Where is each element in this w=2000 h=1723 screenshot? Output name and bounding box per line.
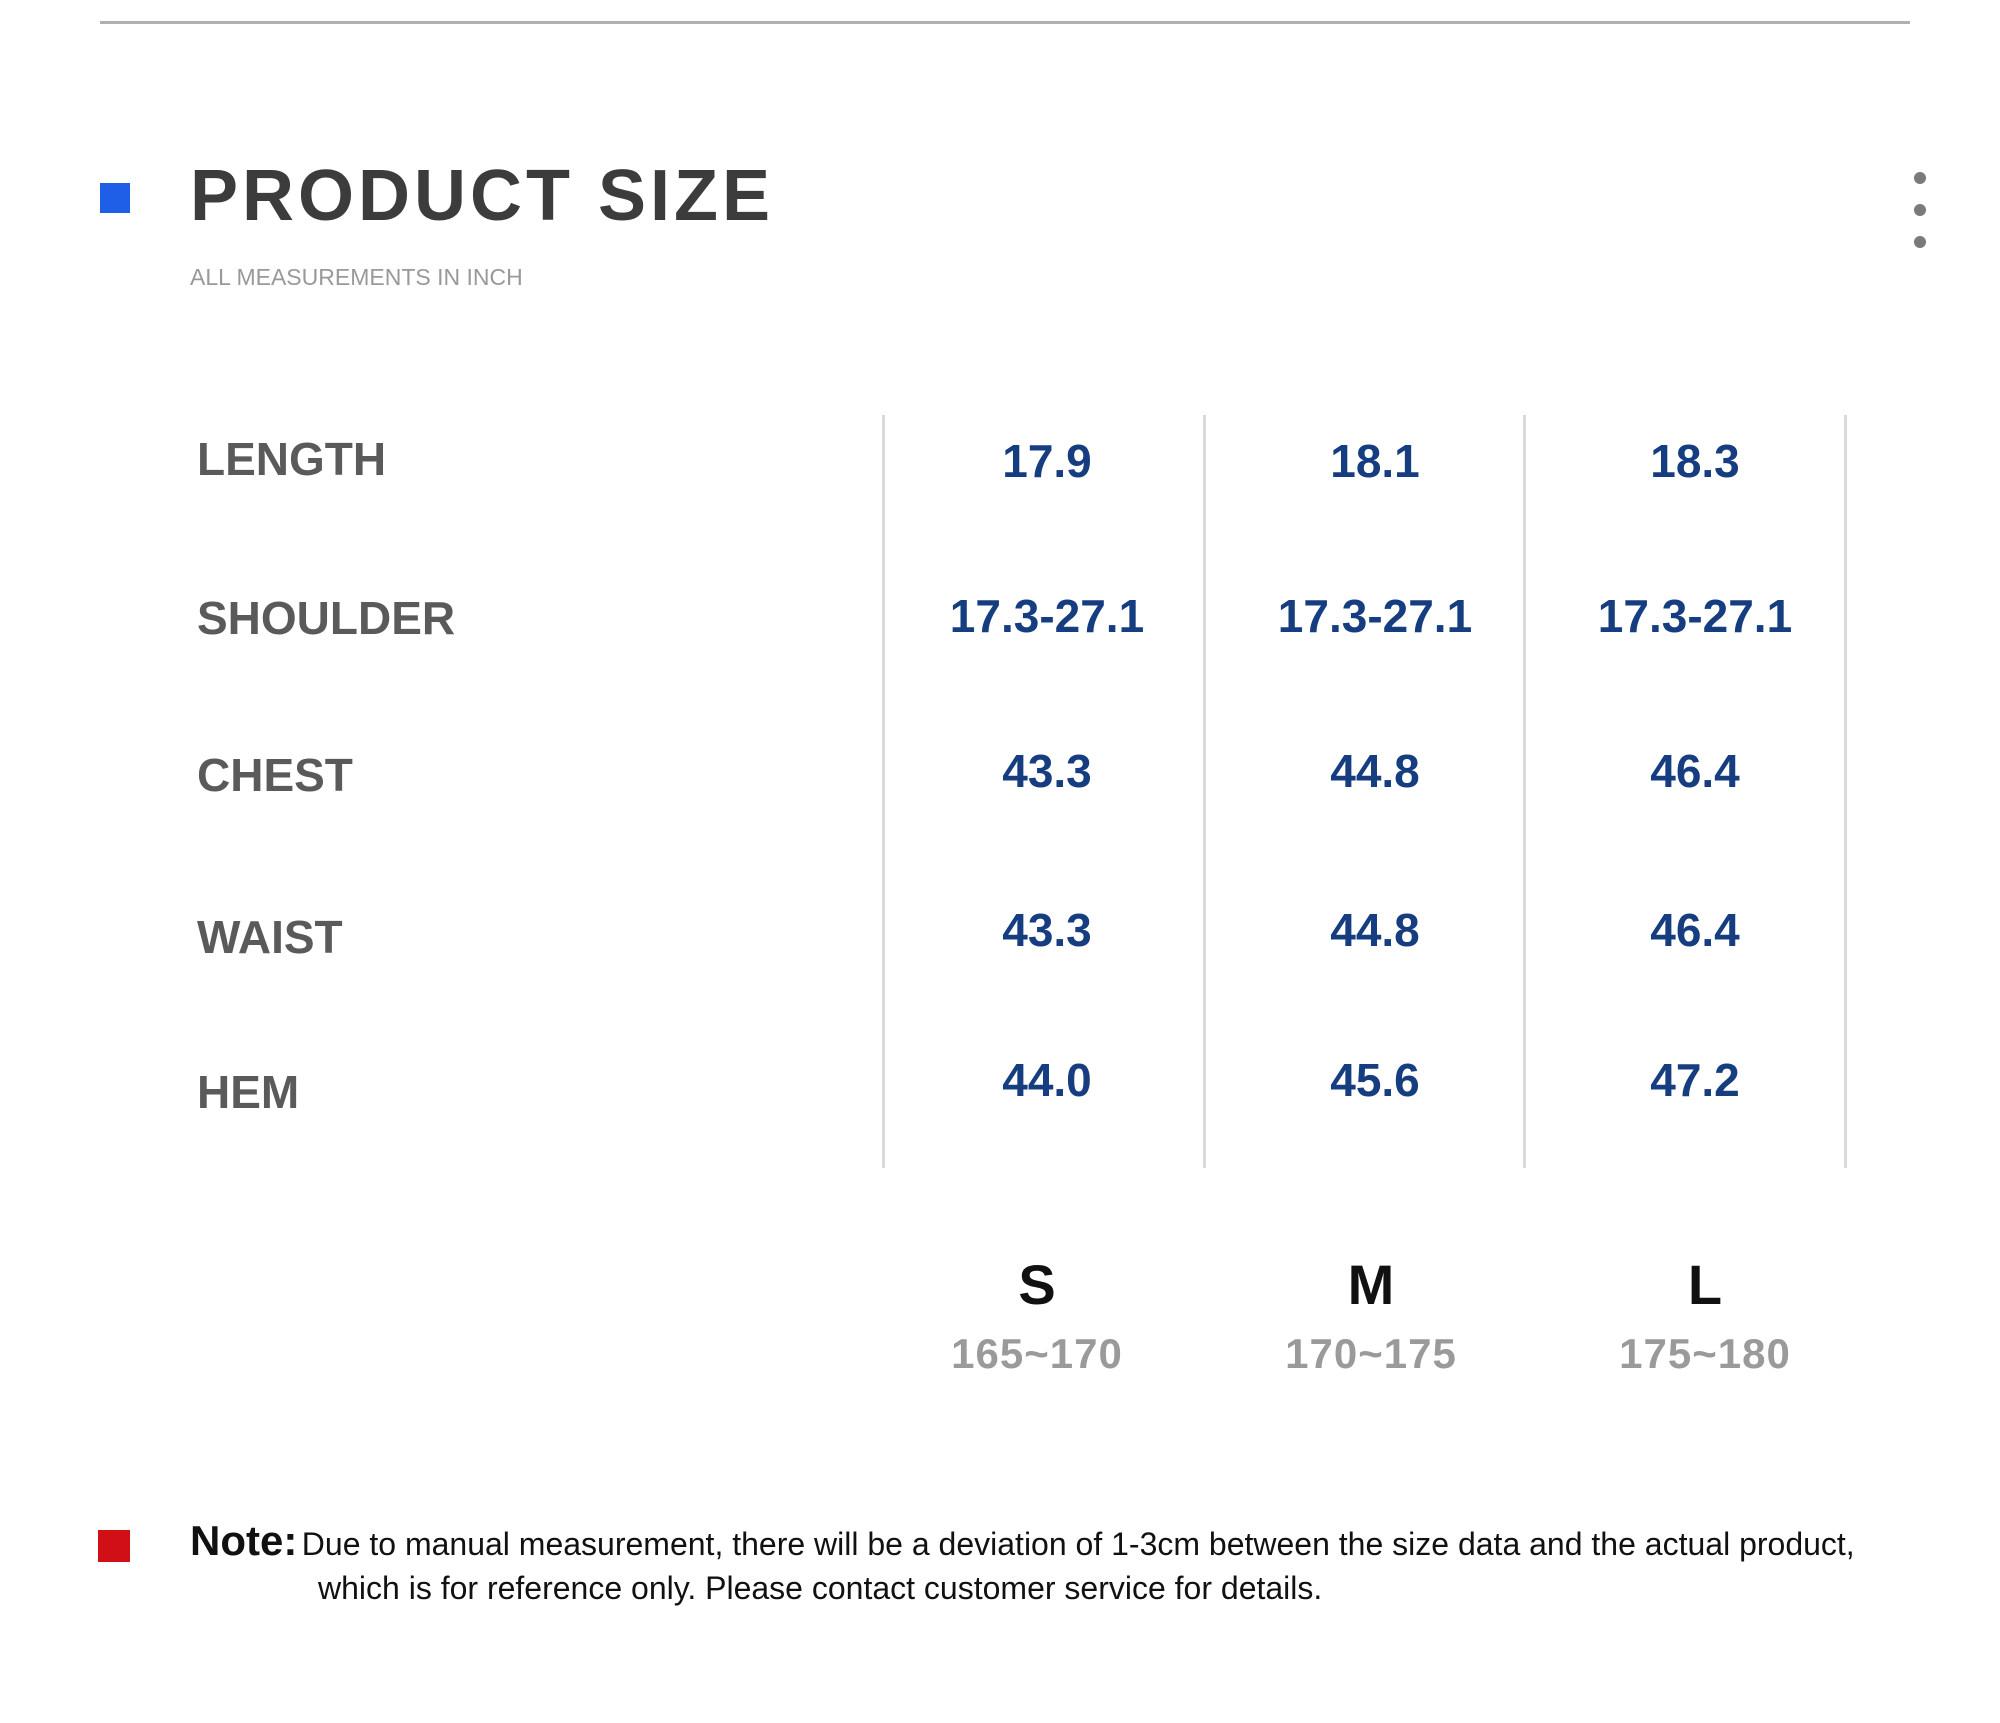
cell-chest-l: 46.4 [1650, 745, 1740, 797]
cell-shoulder-l: 17.3-27.1 [1597, 590, 1793, 642]
row-label-hem: HEM [197, 1066, 300, 1118]
vertical-ellipsis-icon[interactable] [1908, 170, 1932, 254]
cell-shoulder-s: 17.3-27.1 [949, 590, 1145, 642]
column-divider [1203, 415, 1206, 1168]
page-subtitle: ALL MEASUREMENTS IN INCH [190, 264, 523, 290]
cell-length-l: 18.3 [1650, 435, 1740, 487]
column-divider [882, 415, 885, 1168]
cell-hem-m: 45.6 [1330, 1054, 1420, 1106]
page-title: PRODUCT SIZE [190, 156, 775, 236]
row-label-chest: CHEST [197, 749, 353, 801]
row-label-shoulder: SHOULDER [197, 592, 456, 644]
row-label-waist: WAIST [197, 911, 343, 963]
top-divider [100, 21, 1910, 24]
cell-length-s: 17.9 [1002, 435, 1092, 487]
row-label-length: LENGTH [197, 433, 387, 485]
size-range-m: 170~175 [1285, 1330, 1457, 1377]
size-range-l: 175~180 [1619, 1330, 1791, 1377]
note-text-line2: which is for reference only. Please cont… [318, 1570, 1323, 1606]
column-divider [1523, 415, 1526, 1168]
size-name-m: M [1347, 1253, 1395, 1316]
cell-chest-m: 44.8 [1330, 745, 1420, 797]
note-square-icon [98, 1530, 130, 1562]
cell-waist-m: 44.8 [1330, 904, 1420, 956]
title-square-icon [100, 183, 130, 213]
note-text-line1: Due to manual measurement, there will be… [301, 1526, 1855, 1562]
cell-hem-l: 47.2 [1650, 1054, 1740, 1106]
cell-waist-s: 43.3 [1002, 904, 1092, 956]
cell-waist-l: 46.4 [1650, 904, 1740, 956]
cell-shoulder-m: 17.3-27.1 [1277, 590, 1473, 642]
column-divider [1844, 415, 1847, 1168]
cell-hem-s: 44.0 [1002, 1054, 1092, 1106]
note-block: Note: Due to manual measurement, there w… [190, 1517, 1970, 1606]
cell-length-m: 18.1 [1330, 435, 1420, 487]
note-label: Note: [190, 1517, 298, 1564]
size-range-s: 165~170 [951, 1330, 1123, 1377]
size-name-s: S [1018, 1253, 1056, 1316]
cell-chest-s: 43.3 [1002, 745, 1092, 797]
size-name-l: L [1687, 1253, 1723, 1316]
